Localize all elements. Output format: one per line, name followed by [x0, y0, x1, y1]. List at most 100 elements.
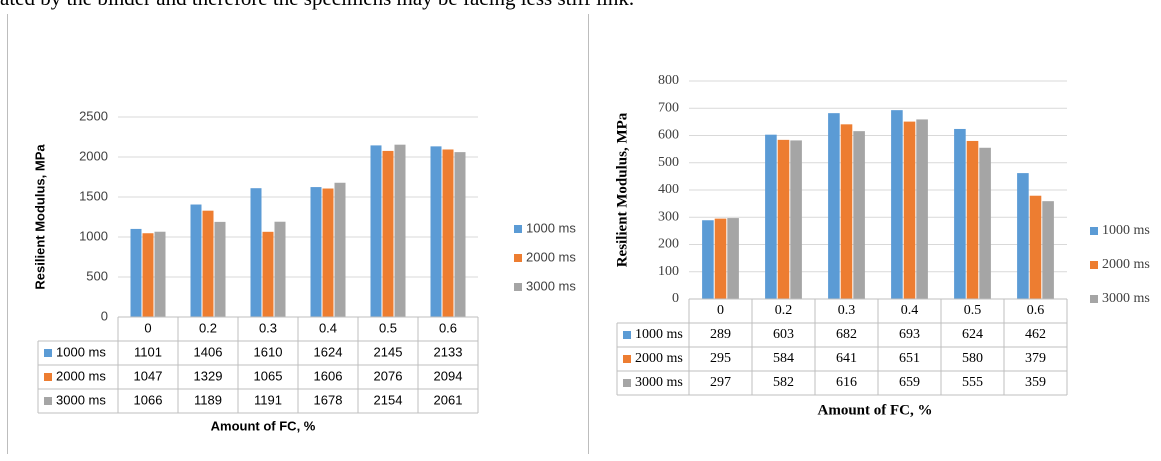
- y-tick-label: 300: [658, 209, 679, 224]
- y-tick-label: 400: [658, 182, 679, 197]
- bar: [828, 113, 840, 299]
- bar: [370, 145, 382, 317]
- bar: [310, 187, 322, 317]
- table-value: 1101: [134, 344, 162, 359]
- legend-label: 1000 ms: [1102, 223, 1150, 238]
- bar: [853, 131, 865, 299]
- bar: [790, 140, 802, 299]
- bar: [1029, 195, 1042, 299]
- bar: [454, 152, 466, 317]
- bar: [954, 128, 966, 299]
- y-tick-label: 1000: [79, 228, 108, 243]
- x-category-label: 0.5: [379, 320, 397, 335]
- legend-label: 2000 ms: [526, 249, 576, 264]
- y-tick-label: 500: [658, 155, 679, 170]
- y-tick-label: 600: [658, 128, 679, 143]
- table-value: 651: [899, 351, 920, 366]
- resilient-modulus-chart-right: 0 100 200 300 400 500 600 700 800 0 0.2 0.3 0.4 0.5 0.…: [614, 73, 1150, 418]
- table-value: 1189: [194, 392, 222, 407]
- bar: [765, 134, 777, 299]
- bar: [382, 150, 394, 317]
- table-series-key: [44, 373, 52, 381]
- table-series-key: [44, 349, 52, 357]
- table-series-name: 2000 ms: [635, 351, 683, 366]
- x-category-label: 0.6: [439, 320, 457, 335]
- table-value: 1047: [134, 368, 163, 383]
- legend-swatch: [514, 254, 522, 262]
- bar: [727, 218, 739, 299]
- table-value: 2154: [374, 392, 403, 407]
- y-tick-label: 0: [101, 308, 108, 323]
- table-value: 2076: [374, 368, 403, 383]
- bar: [250, 188, 262, 317]
- table-value: 297: [710, 375, 731, 390]
- x-category-label: 0: [144, 320, 151, 335]
- resilient-modulus-chart-left: 0 500 1000 1500 2000 2500 0 0.2 0.3 0.4 0.5 0.6 1000…: [32, 108, 576, 433]
- bar: [130, 228, 142, 317]
- table-value: 1065: [254, 368, 283, 383]
- bar: [154, 231, 166, 317]
- legend-label: 1000 ms: [526, 220, 576, 235]
- bar: [891, 110, 903, 299]
- legend-label: 3000 ms: [526, 278, 576, 293]
- legend-label: 3000 ms: [1102, 291, 1150, 306]
- chart-panel-left: 0 500 1000 1500 2000 2500 0 0.2 0.3 0.4 0.5 0.6 1000…: [7, 14, 589, 454]
- y-axis-title: Resilient Modulus, MPa: [32, 144, 47, 290]
- table-value: 659: [899, 375, 920, 390]
- legend-swatch: [1090, 295, 1098, 303]
- bar: [430, 146, 442, 317]
- table-value: 1606: [314, 368, 343, 383]
- table-value: 1329: [194, 368, 223, 383]
- table-value: 462: [1025, 327, 1046, 342]
- y-tick-label: 500: [86, 268, 108, 283]
- legend-swatch: [514, 283, 522, 291]
- table-value: 682: [836, 327, 857, 342]
- bar: [979, 147, 991, 299]
- table-value: 1610: [254, 344, 283, 359]
- x-category-label: 0.3: [259, 320, 277, 335]
- chart-panel-right: 0 100 200 300 400 500 600 700 800 0 0.2 0.3 0.4 0.5 0.…: [597, 14, 1155, 454]
- x-category-label: 0.6: [1027, 303, 1045, 318]
- legend-swatch: [1090, 261, 1098, 269]
- table-series-key: [623, 331, 631, 339]
- table-value: 1066: [134, 392, 163, 407]
- legend-swatch: [514, 225, 522, 233]
- table-series-key: [623, 379, 631, 387]
- table-series-name: 1000 ms: [635, 327, 683, 342]
- bar: [777, 139, 790, 299]
- table-value: 2094: [434, 368, 463, 383]
- table-value: 359: [1025, 375, 1046, 390]
- x-category-label: 0.4: [319, 320, 337, 335]
- bar: [1042, 201, 1054, 299]
- x-category-label: 0.5: [964, 303, 982, 318]
- table-value: 580: [962, 351, 983, 366]
- bar: [322, 188, 334, 317]
- table-value: 1624: [314, 344, 343, 359]
- table-series-name: 3000 ms: [56, 392, 106, 407]
- y-tick-label: 100: [658, 264, 679, 279]
- bar: [394, 144, 406, 317]
- x-axis-title: Amount of FC, %: [818, 402, 933, 418]
- table-value: 616: [836, 375, 857, 390]
- bar: [966, 140, 979, 299]
- y-tick-label: 0: [672, 291, 679, 306]
- y-tick-label: 2500: [79, 108, 108, 123]
- table-value: 379: [1025, 351, 1046, 366]
- table-value: 1191: [254, 392, 282, 407]
- table-value: 295: [710, 351, 731, 366]
- table-series-key: [623, 355, 631, 363]
- bar: [190, 204, 202, 317]
- x-category-label: 0: [717, 303, 724, 318]
- x-category-label: 0.2: [775, 303, 793, 318]
- table-series-key: [44, 397, 52, 405]
- table-value: 624: [962, 327, 983, 342]
- table-value: 582: [773, 375, 794, 390]
- table-value: 2133: [434, 344, 463, 359]
- y-tick-label: 800: [658, 73, 679, 88]
- x-category-label: 0.2: [199, 320, 217, 335]
- legend-label: 2000 ms: [1102, 257, 1150, 272]
- table-value: 1678: [314, 392, 343, 407]
- table-value: 1406: [194, 344, 223, 359]
- bar: [714, 218, 727, 299]
- table-value: 603: [773, 327, 794, 342]
